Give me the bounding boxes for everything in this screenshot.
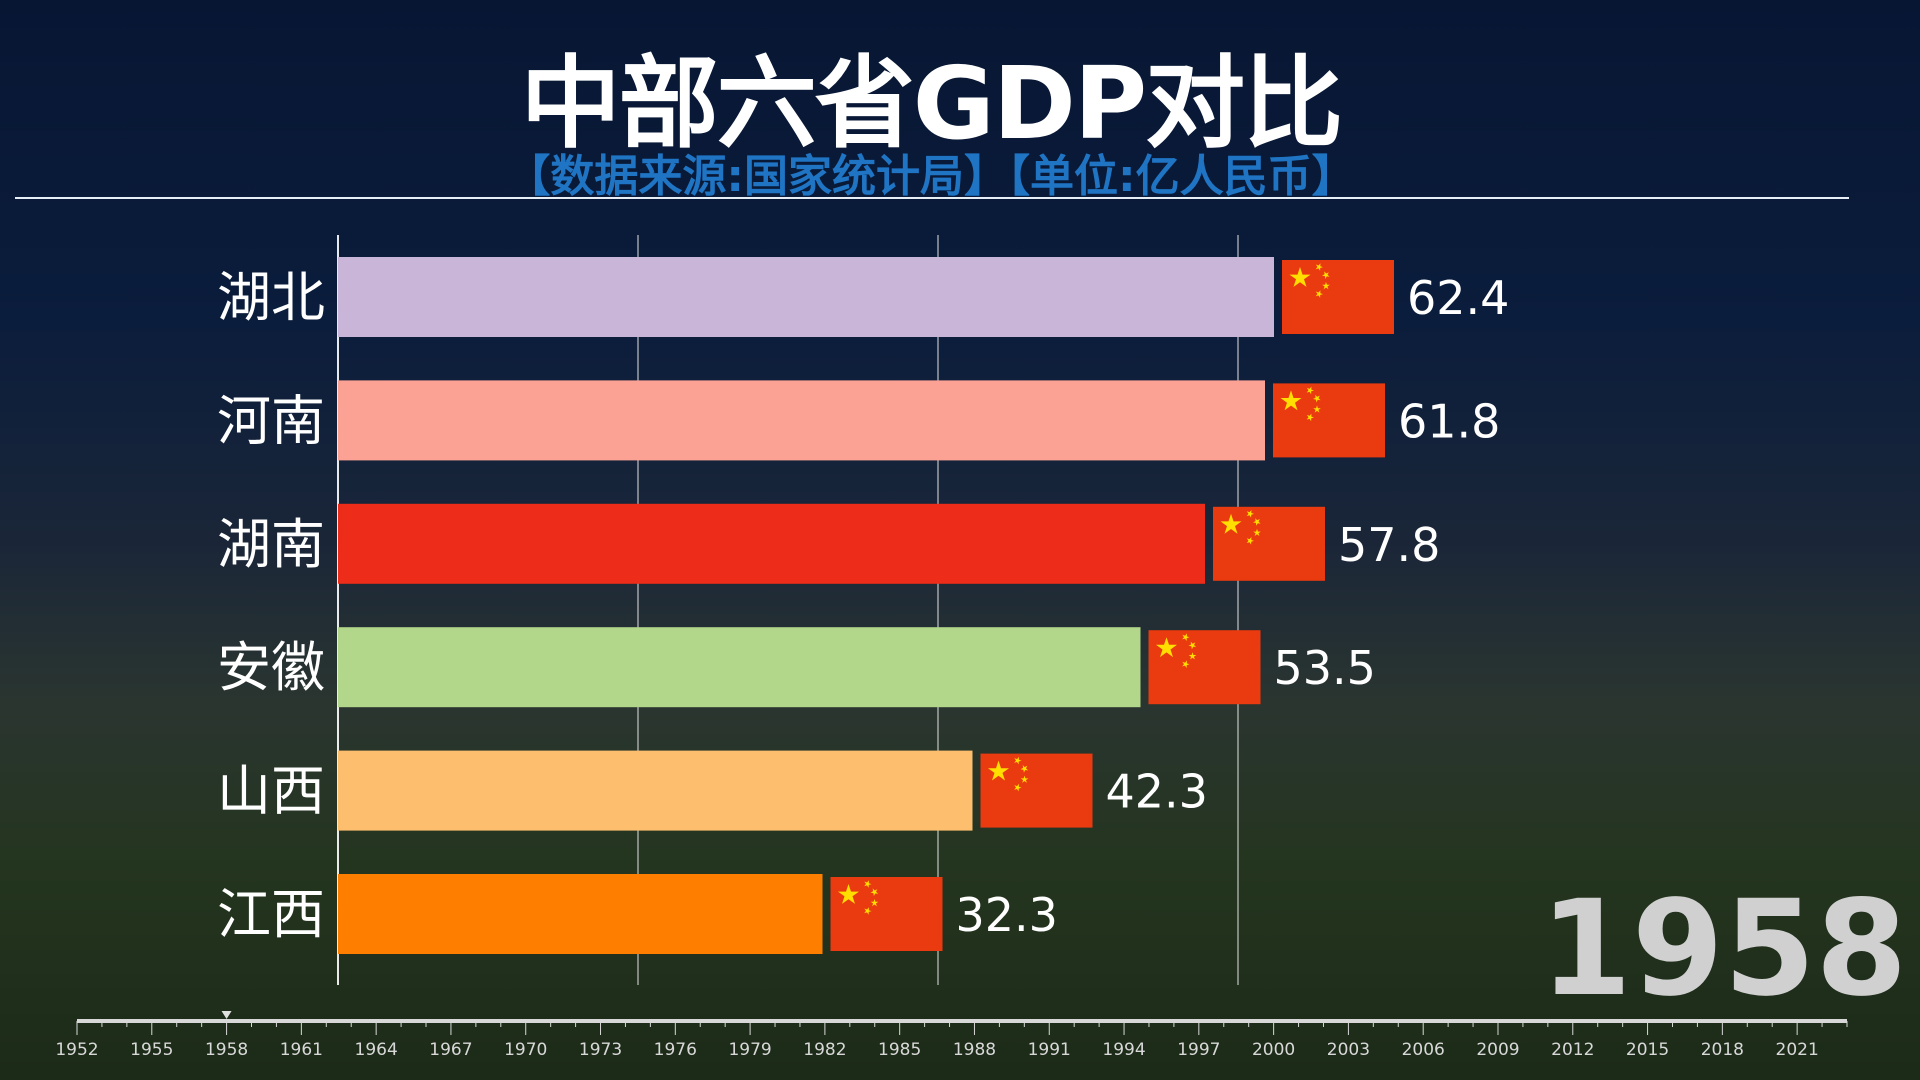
timeline-label: 1955 <box>130 1040 173 1060</box>
flag-star <box>864 907 872 915</box>
flag-star <box>988 760 1009 781</box>
timeline-label: 1994 <box>1102 1040 1145 1060</box>
flag-star <box>1313 394 1321 403</box>
flag-star <box>1246 510 1254 518</box>
china-flag-icon <box>830 877 943 951</box>
flag-star <box>1253 518 1261 526</box>
timeline-label: 2021 <box>1776 1040 1819 1060</box>
value-label: 42.3 <box>1106 765 1208 819</box>
value-label: 53.5 <box>1274 641 1376 695</box>
timeline-label: 2003 <box>1327 1040 1370 1060</box>
flag-star <box>1306 386 1314 395</box>
china-flag-icon <box>1273 383 1385 458</box>
timeline-label: 2006 <box>1402 1040 1445 1060</box>
flag-star <box>1188 652 1197 660</box>
timeline-label: 1970 <box>504 1040 547 1060</box>
title-divider <box>15 197 1849 199</box>
timeline-label: 1952 <box>55 1040 98 1060</box>
timeline-label: 1973 <box>579 1040 622 1060</box>
china-flag-icon <box>980 753 1093 828</box>
flag-star <box>1020 765 1029 773</box>
china-flag-icon <box>1148 630 1261 705</box>
bar <box>338 380 1265 461</box>
flag-star <box>1014 756 1022 765</box>
flag-star <box>870 899 879 907</box>
flag-star <box>838 884 859 904</box>
flag-star <box>1182 633 1190 641</box>
flag-star <box>1306 413 1314 422</box>
flag-star <box>1156 637 1177 658</box>
timeline-label: 2000 <box>1252 1040 1295 1060</box>
flag-star <box>1014 783 1022 792</box>
timeline-label: 1985 <box>878 1040 921 1060</box>
timeline-label: 1958 <box>205 1040 248 1060</box>
timeline-label: 1967 <box>429 1040 472 1060</box>
current-year: 1958 <box>1540 872 1908 1026</box>
flag-star <box>1246 537 1254 545</box>
bar <box>338 627 1141 708</box>
timeline-label: 1982 <box>803 1040 846 1060</box>
timeline-label: 1988 <box>953 1040 996 1060</box>
value-label: 57.8 <box>1338 518 1440 572</box>
flag-star <box>870 888 879 896</box>
timeline-label: 1997 <box>1177 1040 1220 1060</box>
china-flag-icon <box>1282 260 1394 334</box>
category-label: 湖北 <box>217 266 325 329</box>
page-title: 中部六省GDP对比 <box>520 45 1343 162</box>
flag-star <box>1322 282 1330 290</box>
timeline-label: 1979 <box>728 1040 771 1060</box>
category-label: 河南 <box>217 389 325 452</box>
timeline-marker[interactable] <box>221 1011 232 1019</box>
timeline-label: 1976 <box>654 1040 697 1060</box>
category-label: 江西 <box>217 883 325 946</box>
bar <box>338 750 973 831</box>
flag-star <box>1289 267 1311 287</box>
flag-star <box>1188 641 1197 650</box>
flag-star <box>1315 263 1323 271</box>
china-flag-icon <box>1213 506 1325 581</box>
category-label: 山西 <box>217 760 325 823</box>
bar <box>338 874 823 954</box>
value-label: 61.8 <box>1398 394 1500 448</box>
category-label: 安徽 <box>217 636 325 699</box>
flag-star <box>1315 290 1323 298</box>
timeline-label: 2018 <box>1701 1040 1744 1060</box>
category-label: 湖南 <box>217 513 325 576</box>
flag-star <box>1220 513 1242 534</box>
timeline-label: 2015 <box>1626 1040 1669 1060</box>
page-subtitle: 【数据来源:国家统计局】【单位:亿人民币】 <box>506 151 1356 202</box>
value-label: 62.4 <box>1407 271 1509 325</box>
timeline-label: 1991 <box>1028 1040 1071 1060</box>
flag-star <box>1020 775 1029 783</box>
timeline-label: 1964 <box>355 1040 398 1060</box>
timeline-label: 2009 <box>1476 1040 1519 1060</box>
flag-star <box>864 880 872 888</box>
flag-star <box>1280 390 1302 411</box>
value-label: 32.3 <box>956 888 1058 942</box>
flag-star <box>1322 271 1330 279</box>
flag-star <box>1253 528 1261 536</box>
flag-star <box>1313 405 1321 413</box>
flag-star <box>1182 660 1190 668</box>
timeline-label: 2012 <box>1551 1040 1594 1060</box>
timeline-label: 1961 <box>280 1040 323 1060</box>
bar <box>338 257 1274 337</box>
bar <box>338 503 1205 584</box>
